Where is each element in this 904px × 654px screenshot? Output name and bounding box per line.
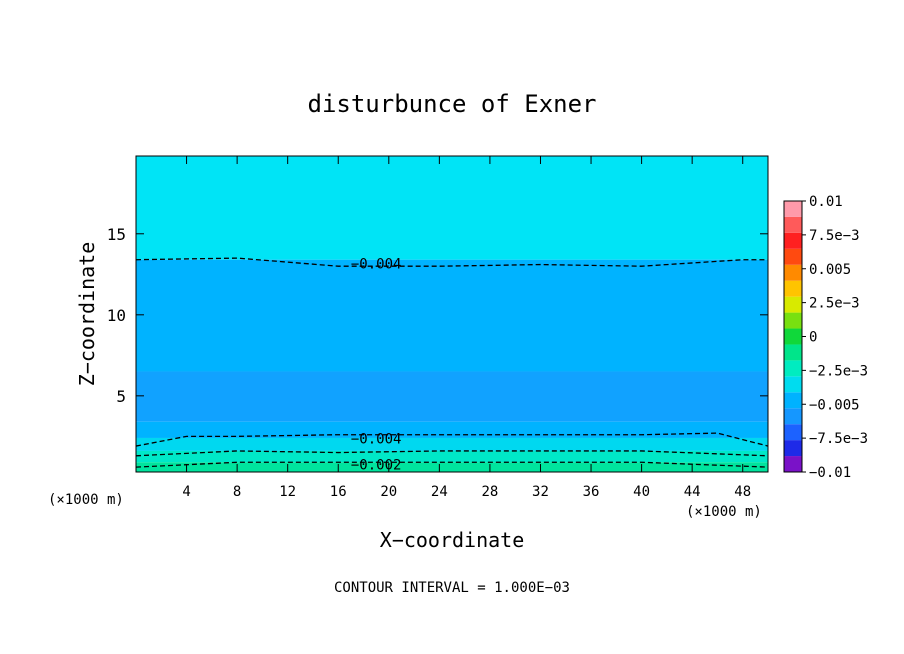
colorbar-segment-5 xyxy=(784,376,802,393)
x-tick-label-40: 40 xyxy=(633,484,650,500)
x-tick-label-16: 16 xyxy=(330,484,347,500)
colorbar-segment-11 xyxy=(784,280,802,297)
filled-region-2 xyxy=(136,371,768,422)
x-tick-label-32: 32 xyxy=(532,484,549,500)
colorbar-segment-10 xyxy=(784,296,802,313)
colorbar-label-5: −2.5e−3 xyxy=(809,363,868,379)
contour-label-3: −0.002 xyxy=(351,458,402,474)
plot-frame xyxy=(135,155,769,473)
colorbar-label-2: 0.005 xyxy=(809,262,851,278)
x-tick-label-8: 8 xyxy=(233,484,241,500)
colorbar-segment-1 xyxy=(784,440,802,457)
x-tick-label-48: 48 xyxy=(734,484,751,500)
colorbar-label-0: 0.01 xyxy=(809,194,843,210)
colorbar-segment-13 xyxy=(784,248,802,265)
contour-label-1: −0.004 xyxy=(351,431,402,447)
x-tick-label-28: 28 xyxy=(481,484,498,500)
y-tick-label-5: 5 xyxy=(116,387,126,406)
colorbar-segment-2 xyxy=(784,424,802,441)
colorbar-label-7: −7.5e−3 xyxy=(809,431,868,447)
x-axis-ticks: 4 8 12 16 20 24 28 32 36 40 44 48 xyxy=(182,156,751,500)
colorbar-label-6: −0.005 xyxy=(809,397,860,413)
filled-region-0 xyxy=(136,156,768,260)
chart-title: disturbunce of Exner xyxy=(308,90,597,118)
x-tick-label-24: 24 xyxy=(431,484,448,500)
colorbar-label-4: 0 xyxy=(809,330,817,346)
y-tick-label-15: 15 xyxy=(107,225,126,244)
contour-interval-note: CONTOUR INTERVAL = 1.000E−03 xyxy=(334,580,570,596)
x-tick-label-44: 44 xyxy=(684,484,701,500)
colorbar-segment-8 xyxy=(784,328,802,345)
contour-lines: −0.004 −0.004 −0.002 xyxy=(135,257,769,474)
colorbar-segment-14 xyxy=(784,232,802,249)
filled-contour-regions xyxy=(136,156,768,472)
colorbar-segment-15 xyxy=(784,216,802,233)
x-tick-label-36: 36 xyxy=(583,484,600,500)
x-unit-right: (×1000 m) xyxy=(686,504,762,520)
contour-line-3 xyxy=(135,461,769,468)
colorbar-segment-6 xyxy=(784,360,802,377)
colorbar-segment-9 xyxy=(784,312,802,329)
x-tick-label-20: 20 xyxy=(380,484,397,500)
filled-region-6 xyxy=(136,462,768,472)
filled-region-3 xyxy=(136,421,768,438)
y-axis-ticks: 5 10 15 xyxy=(107,225,768,406)
colorbar: 0.01 7.5e−3 0.005 2.5e−3 0 −2.5e−3 −0.005 −7.5e… xyxy=(783,194,868,481)
colorbar-label-3: 2.5e−3 xyxy=(809,296,860,312)
colorbar-segment-4 xyxy=(784,392,802,409)
x-tick-label-4: 4 xyxy=(182,484,190,500)
contour-label-0: −0.004 xyxy=(351,257,402,273)
y-axis-label: Z−coordinate xyxy=(75,242,99,387)
colorbar-label-8: −0.01 xyxy=(809,465,851,481)
x-tick-label-12: 12 xyxy=(279,484,296,500)
filled-region-5 xyxy=(136,450,768,463)
filled-region-1 xyxy=(136,259,768,372)
contour-line-2 xyxy=(135,450,769,457)
contour-line-0 xyxy=(135,257,768,267)
plot-area: −0.004−0.004−0.002 4 8 12 16 20 24 28 32 36 40 44 4… xyxy=(107,155,769,500)
y-tick-label-10: 10 xyxy=(107,306,126,325)
colorbar-segment-16 xyxy=(784,201,802,217)
colorbar-segment-7 xyxy=(784,344,802,361)
colorbar-segment-0 xyxy=(784,456,802,472)
colorbar-segment-3 xyxy=(784,408,802,425)
filled-region-4 xyxy=(136,437,768,451)
x-unit-left: (×1000 m) xyxy=(48,492,124,508)
x-axis-label: X−coordinate xyxy=(380,528,525,552)
colorbar-segment-12 xyxy=(784,264,802,281)
contour-line-1 xyxy=(135,432,769,447)
colorbar-label-1: 7.5e−3 xyxy=(809,228,860,244)
